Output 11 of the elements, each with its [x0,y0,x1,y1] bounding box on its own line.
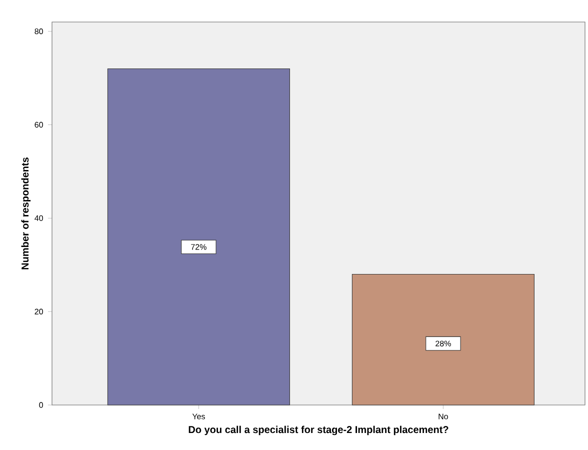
x-axis-title: Do you call a specialist for stage-2 Implant placement? [188,426,448,436]
data-label: 28% [436,340,451,346]
y-axis-title: Number of respondents [21,158,31,270]
y-tick-label: 40 [34,215,43,222]
x-tick-label: No [438,414,448,420]
y-tick-label: 60 [34,122,43,128]
y-tick-label: 0 [39,402,43,408]
y-tick-label: 20 [34,308,43,314]
y-tick-label: 80 [34,28,43,34]
data-label: 72% [191,244,206,250]
x-tick-label: Yes [192,414,205,420]
